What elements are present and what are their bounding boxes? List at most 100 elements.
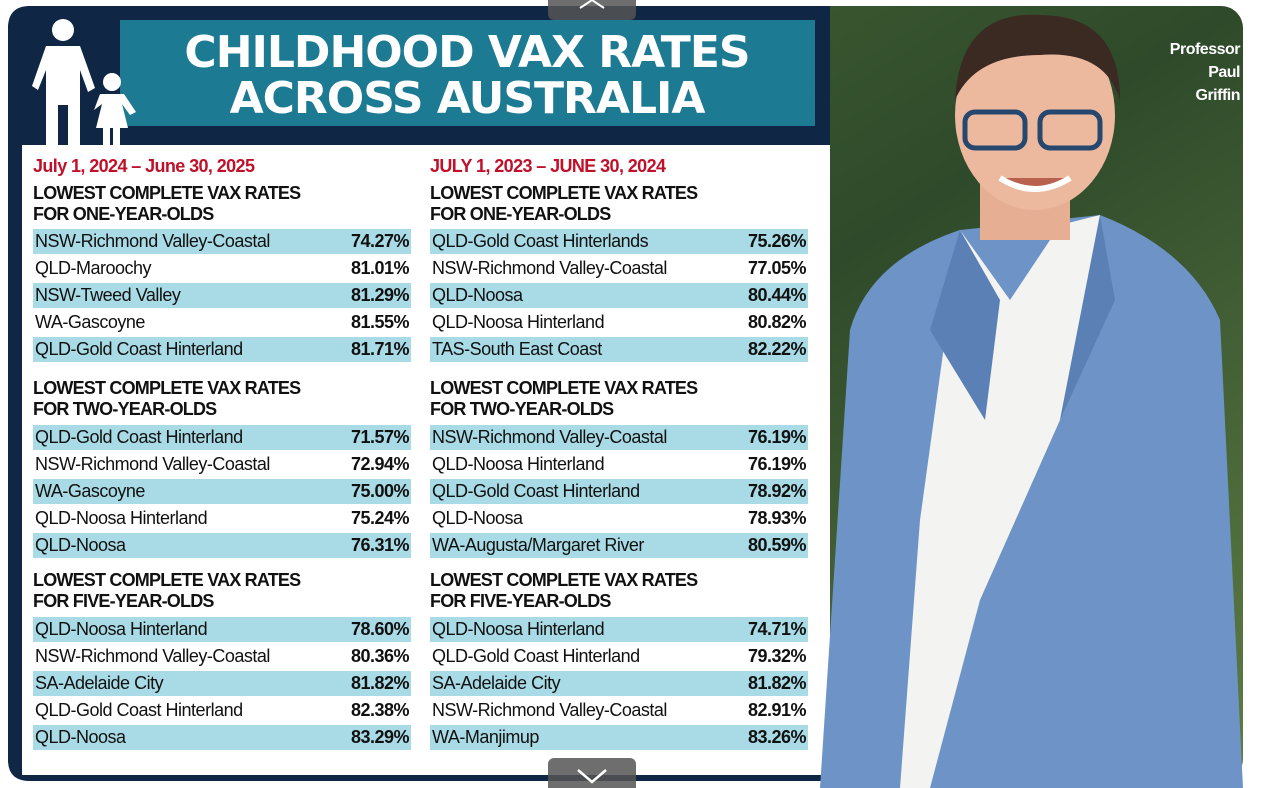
vax-rate: 80.44% xyxy=(747,285,807,305)
vax-rate: 76.31% xyxy=(350,535,410,555)
photo-caption: Professor xyxy=(1169,41,1241,58)
region-name: NSW-Richmond Valley-Coastal xyxy=(35,646,270,666)
table-row: WA-Gascoyne 75.00% xyxy=(33,479,411,504)
period-label: July 1, 2024 – June 30, 2025 xyxy=(33,156,255,176)
vax-rate: 79.32% xyxy=(747,646,807,666)
section-heading: FOR TWO-YEAR-OLDS xyxy=(33,399,217,419)
section-heading: LOWEST COMPLETE VAX RATES xyxy=(430,378,698,398)
region-name: QLD-Gold Coast Hinterland xyxy=(35,427,243,447)
section-heading: FOR TWO-YEAR-OLDS xyxy=(430,399,614,419)
region-name: QLD-Gold Coast Hinterland xyxy=(432,481,640,501)
region-name: QLD-Gold Coast Hinterland xyxy=(35,339,243,359)
section-heading: FOR ONE-YEAR-OLDS xyxy=(33,204,214,224)
vax-rate: 81.29% xyxy=(350,285,410,305)
table-row: QLD-Gold Coast Hinterlands 75.26% xyxy=(430,229,808,254)
photo-caption: Griffin xyxy=(1195,87,1241,104)
region-name: SA-Adelaide City xyxy=(432,673,561,693)
vax-rate: 82.22% xyxy=(747,339,807,359)
vax-rate: 74.27% xyxy=(350,231,410,251)
region-name: NSW-Tweed Valley xyxy=(35,285,181,305)
region-name: QLD-Noosa Hinterland xyxy=(432,312,605,332)
vax-rate: 81.01% xyxy=(350,258,410,278)
table-row: QLD-Noosa Hinterland 80.82% xyxy=(430,310,808,335)
section-heading: LOWEST COMPLETE VAX RATES xyxy=(33,570,301,590)
vax-rate: 71.57% xyxy=(350,427,410,447)
region-name: WA-Gascoyne xyxy=(35,312,145,332)
chevron-bottom xyxy=(548,758,636,788)
vax-rate: 74.71% xyxy=(747,619,807,639)
table-row: QLD-Noosa Hinterland 76.19% xyxy=(430,452,808,477)
table-row: NSW-Richmond Valley-Coastal 82.91% xyxy=(430,698,808,723)
table-row: NSW-Richmond Valley-Coastal 74.27% xyxy=(33,229,411,254)
table-row: TAS-South East Coast 82.22% xyxy=(430,337,808,362)
table-row: WA-Manjimup 83.26% xyxy=(430,725,808,750)
region-name: WA-Augusta/Margaret River xyxy=(432,535,644,555)
region-name: WA-Gascoyne xyxy=(35,481,145,501)
vax-rate: 78.93% xyxy=(747,508,807,528)
region-name: WA-Manjimup xyxy=(432,727,539,747)
table-row: NSW-Richmond Valley-Coastal 77.05% xyxy=(430,256,808,281)
table-row: QLD-Noosa Hinterland 74.71% xyxy=(430,617,808,642)
section-heading: LOWEST COMPLETE VAX RATES xyxy=(430,183,698,203)
vax-rate: 78.60% xyxy=(350,619,410,639)
table-row: NSW-Richmond Valley-Coastal 76.19% xyxy=(430,425,808,450)
region-name: NSW-Richmond Valley-Coastal xyxy=(35,231,270,251)
region-name: QLD-Maroochy xyxy=(35,258,152,278)
table-row: QLD-Gold Coast Hinterland 71.57% xyxy=(33,425,411,450)
region-name: QLD-Noosa Hinterland xyxy=(35,619,208,639)
vax-rate: 76.19% xyxy=(747,454,807,474)
vax-rate: 83.29% xyxy=(350,727,410,747)
table-row: NSW-Richmond Valley-Coastal 80.36% xyxy=(33,644,411,669)
photo-caption: Paul xyxy=(1208,64,1240,81)
vax-rate: 82.91% xyxy=(747,700,807,720)
table-row: QLD-Noosa 78.93% xyxy=(430,506,808,531)
table-row: QLD-Gold Coast Hinterland 79.32% xyxy=(430,644,808,669)
region-name: QLD-Noosa Hinterland xyxy=(35,508,208,528)
table-row: QLD-Noosa Hinterland 75.24% xyxy=(33,506,411,531)
region-name: QLD-Noosa xyxy=(432,508,523,528)
vax-rate: 78.92% xyxy=(747,481,807,501)
vax-rate: 72.94% xyxy=(350,454,410,474)
table-row: QLD-Noosa 80.44% xyxy=(430,283,808,308)
region-name: NSW-Richmond Valley-Coastal xyxy=(35,454,270,474)
section-heading: FOR FIVE-YEAR-OLDS xyxy=(430,591,611,611)
vax-rate: 81.55% xyxy=(350,312,410,332)
vax-rate: 80.82% xyxy=(747,312,807,332)
table-row: SA-Adelaide City 81.82% xyxy=(430,671,808,696)
vax-rate: 75.24% xyxy=(350,508,410,528)
vax-rate: 81.82% xyxy=(350,673,410,693)
region-name: QLD-Noosa Hinterland xyxy=(432,619,605,639)
region-name: QLD-Noosa Hinterland xyxy=(432,454,605,474)
region-name: NSW-Richmond Valley-Coastal xyxy=(432,427,667,447)
title-line: ACROSS AUSTRALIA xyxy=(229,73,706,124)
region-name: TAS-South East Coast xyxy=(432,339,602,359)
section-heading: LOWEST COMPLETE VAX RATES xyxy=(430,570,698,590)
table-row: NSW-Tweed Valley 81.29% xyxy=(33,283,411,308)
region-name: QLD-Noosa xyxy=(35,727,126,747)
region-name: NSW-Richmond Valley-Coastal xyxy=(432,258,667,278)
table-row: QLD-Gold Coast Hinterland 81.71% xyxy=(33,337,411,362)
region-name: NSW-Richmond Valley-Coastal xyxy=(432,700,667,720)
title-banner xyxy=(120,20,815,126)
section-heading: FOR ONE-YEAR-OLDS xyxy=(430,204,611,224)
table-row: QLD-Gold Coast Hinterland 78.92% xyxy=(430,479,808,504)
person-photo xyxy=(820,14,1243,788)
table-row: QLD-Gold Coast Hinterland 82.38% xyxy=(33,698,411,723)
vax-rate: 83.26% xyxy=(747,727,807,747)
family-icon xyxy=(32,19,136,145)
table-row: QLD-Noosa 76.31% xyxy=(33,533,411,558)
vax-rate: 80.59% xyxy=(747,535,807,555)
region-name: QLD-Noosa xyxy=(432,285,523,305)
period-label: JULY 1, 2023 – JUNE 30, 2024 xyxy=(430,156,666,176)
vax-rate: 82.38% xyxy=(350,700,410,720)
region-name: SA-Adelaide City xyxy=(35,673,164,693)
chevron-top xyxy=(548,0,636,20)
table-row: QLD-Maroochy 81.01% xyxy=(33,256,411,281)
region-name: QLD-Gold Coast Hinterland xyxy=(432,646,640,666)
vax-rate: 81.82% xyxy=(747,673,807,693)
title-line: CHILDHOOD VAX RATES xyxy=(184,27,750,78)
table-row: WA-Augusta/Margaret River 80.59% xyxy=(430,533,808,558)
vax-rate: 77.05% xyxy=(747,258,807,278)
table-row: WA-Gascoyne 81.55% xyxy=(33,310,411,335)
